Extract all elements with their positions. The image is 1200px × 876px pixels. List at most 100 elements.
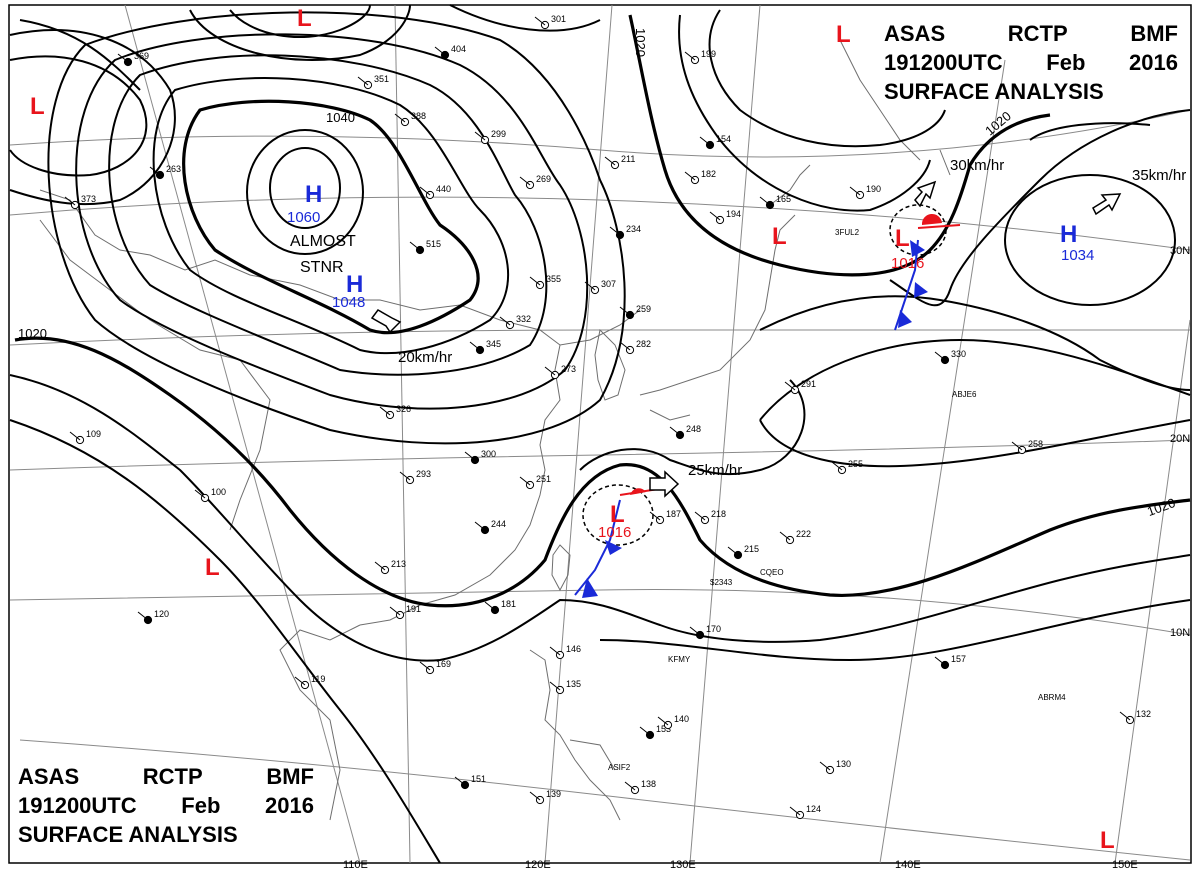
cold-front-triangle — [898, 310, 912, 328]
motion-arrow-icon — [370, 309, 402, 334]
wind-barb — [934, 351, 946, 361]
longitude-label: 120E — [525, 859, 551, 871]
wind-barb — [699, 136, 711, 146]
station-code: 3FUL2 — [835, 228, 860, 237]
isobar — [889, 109, 1191, 307]
wind-barb — [784, 381, 796, 391]
header-office: BMF — [266, 764, 314, 789]
wind-barb — [831, 461, 843, 471]
coastline-japan — [639, 164, 811, 421]
wind-barb — [529, 276, 541, 286]
station-pressure: 515 — [426, 239, 441, 249]
station-pressure: 369 — [134, 51, 149, 61]
latitude-label: 20N — [1170, 433, 1190, 445]
wind-barb — [149, 166, 161, 176]
station-pressure: 169 — [436, 659, 451, 669]
wind-barb — [419, 186, 431, 196]
isobar-ring — [269, 147, 341, 229]
wind-barb — [684, 171, 696, 181]
station-pressure: 388 — [411, 111, 426, 121]
wind-barb — [934, 656, 946, 666]
coastline-philippines — [529, 649, 621, 821]
cold-front-triangle — [910, 240, 925, 257]
station-pressure: 138 — [641, 779, 656, 789]
station-pressure: 153 — [656, 724, 671, 734]
station-pressure: 351 — [374, 74, 389, 84]
isobar — [189, 4, 411, 61]
graticule-labels: 30N 20N 10N 110E 120E 130E 140E 150E — [343, 245, 1190, 871]
low-center-marker: L — [297, 5, 312, 32]
isobar — [678, 14, 931, 212]
isobar — [19, 19, 141, 91]
wind-barb — [69, 431, 81, 441]
station-pressure: 263 — [166, 164, 181, 174]
latitude-label: 30N — [1170, 245, 1190, 257]
station-pressure: 300 — [481, 449, 496, 459]
wind-barb — [694, 511, 706, 521]
wind-barb — [529, 791, 541, 801]
station-plots: 3693513884043012992633734405152692112343… — [64, 14, 1151, 820]
header-station: RCTP — [142, 764, 203, 789]
header-title: SURFACE ANALYSIS — [18, 822, 238, 847]
isobar-label: 1020 — [18, 326, 47, 341]
header-month: Feb — [1046, 50, 1086, 75]
station-pressure: 259 — [636, 304, 651, 314]
header-time: 191200UTC — [18, 793, 137, 818]
latitude-line — [9, 196, 1191, 251]
wind-barb — [519, 176, 531, 186]
wind-barb — [519, 476, 531, 486]
low-center-marker: L — [895, 225, 910, 252]
isobar-1040 — [182, 99, 480, 335]
header-year: 2016 — [1129, 50, 1178, 75]
high-center-value: 1048 — [332, 294, 365, 311]
chart-header-top: ASAS RCTP BMF 191200UTC Feb 2016 SURFACE… — [884, 19, 1178, 106]
graticule — [9, 4, 1191, 864]
wind-barb — [434, 46, 446, 56]
station-pressure: 299 — [491, 129, 506, 139]
latitude-line — [9, 589, 1191, 636]
station-pressure: 154 — [716, 134, 731, 144]
chart-header-bottom: ASAS RCTP BMF 191200UTC Feb 2016 SURFACE… — [18, 762, 314, 849]
station-pressure: 293 — [416, 469, 431, 479]
wind-barb — [194, 489, 206, 499]
motion-arrow-icon — [1092, 193, 1122, 216]
station-pressure: 151 — [471, 774, 486, 784]
isobar-label: 1040 — [326, 110, 355, 125]
station-pressure: 100 — [211, 487, 226, 497]
isobar — [75, 33, 589, 410]
station-pressure: 211 — [621, 154, 635, 164]
wind-barb — [357, 76, 369, 86]
wind-barb — [549, 646, 561, 656]
wind-barb — [1119, 711, 1131, 721]
stnr-label: STNR — [300, 259, 344, 276]
station-code: KFMY — [668, 655, 691, 664]
station-pressure: 234 — [626, 224, 641, 234]
station-pressure: 146 — [566, 644, 581, 654]
longitude-line — [879, 59, 1006, 864]
station-pressure: 139 — [546, 789, 561, 799]
low-center-value: 1016 — [598, 524, 631, 541]
station-pressure: 307 — [601, 279, 616, 289]
latitude-line — [9, 109, 1191, 158]
wind-barb — [544, 366, 556, 376]
isobar — [229, 4, 371, 39]
header-year: 2016 — [265, 793, 314, 818]
latitude-line — [19, 739, 1191, 861]
wind-barb — [689, 626, 701, 636]
warm-front-line — [917, 224, 961, 229]
station-pressure: 132 — [1136, 709, 1151, 719]
motion-arrow-icon — [914, 180, 937, 208]
header-office: BMF — [1130, 21, 1178, 46]
latitude-label: 10N — [1170, 627, 1190, 639]
wind-barb — [609, 226, 621, 236]
low-center-marker: L — [1100, 827, 1115, 854]
wind-barb — [419, 661, 431, 671]
wind-barb — [379, 406, 391, 416]
low-center-marker: L — [610, 501, 625, 528]
low-center-value: 1016 — [891, 255, 924, 272]
wind-barb — [64, 196, 76, 206]
coastline-himalaya — [39, 219, 271, 531]
longitude-label: 110E — [343, 859, 368, 871]
wind-barb — [549, 681, 561, 691]
station-pressure: 218 — [711, 509, 726, 519]
